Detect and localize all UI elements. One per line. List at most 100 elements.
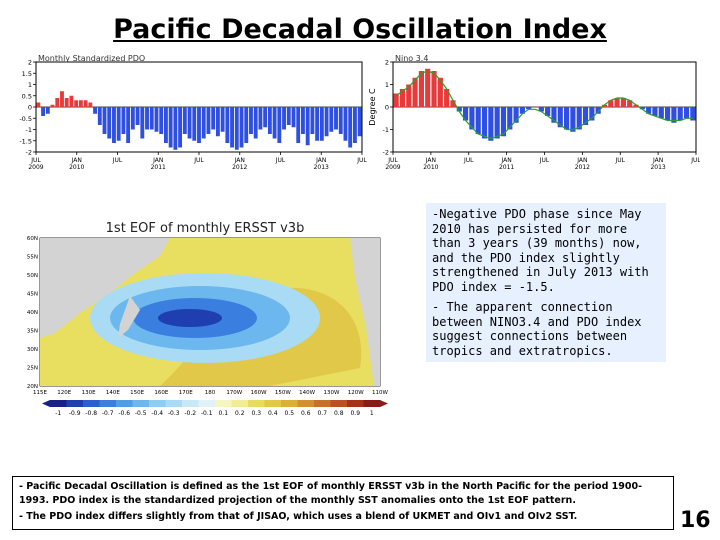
bar bbox=[334, 107, 338, 130]
bar bbox=[519, 107, 525, 114]
y-tick-label: -2 bbox=[383, 149, 389, 157]
y-tick-label: 0 bbox=[385, 104, 389, 112]
bar bbox=[677, 107, 683, 121]
lat-label: 30N bbox=[27, 347, 38, 353]
bar bbox=[192, 107, 197, 141]
y-tick-label: 0.5 bbox=[22, 92, 32, 100]
bar bbox=[456, 107, 462, 112]
bar bbox=[450, 100, 456, 107]
colorbar-cell bbox=[50, 400, 67, 407]
bar bbox=[352, 107, 357, 143]
footnote-box: - Pacific Decadal Oscillation is defined… bbox=[12, 476, 674, 530]
bar bbox=[206, 107, 211, 134]
y-axis-label: Degree C bbox=[368, 88, 377, 126]
cold-core bbox=[158, 309, 222, 327]
bar bbox=[41, 107, 46, 116]
lon-label: 170W bbox=[226, 390, 242, 396]
x-tick-year: 2011 bbox=[499, 164, 514, 171]
bar bbox=[78, 100, 83, 107]
bar bbox=[187, 107, 192, 139]
bar bbox=[601, 104, 608, 107]
bar bbox=[88, 102, 93, 107]
colorbar-label: -0.3 bbox=[168, 410, 180, 417]
bar bbox=[564, 107, 570, 130]
bar bbox=[277, 107, 282, 143]
lat-label: 55N bbox=[27, 255, 38, 261]
bar bbox=[244, 107, 249, 143]
bar bbox=[50, 104, 55, 107]
eof-map: 1st EOF of monthly ERSST v3b 60N 55N 50N 45N… bbox=[27, 221, 389, 417]
bar bbox=[211, 107, 216, 130]
colorbar-label: -0.2 bbox=[184, 410, 196, 417]
colorbar-cell bbox=[314, 400, 331, 407]
y-tick-label: 1 bbox=[385, 81, 389, 89]
bar bbox=[197, 107, 201, 143]
bar bbox=[646, 107, 652, 114]
colorbar-cell bbox=[149, 400, 166, 407]
x-tick-label: JUL bbox=[112, 157, 123, 164]
x-tick-year: 2012 bbox=[232, 164, 247, 171]
colorbar-cell bbox=[83, 400, 100, 407]
bar bbox=[168, 107, 173, 148]
y-tick-label: 2 bbox=[28, 59, 32, 67]
bar bbox=[301, 107, 305, 134]
north-america-landmass bbox=[350, 238, 380, 386]
colorbar-cell bbox=[132, 400, 150, 407]
colorbar-cell bbox=[198, 400, 216, 407]
lon-label: 130E bbox=[82, 390, 96, 396]
bar bbox=[286, 107, 291, 125]
bar bbox=[83, 100, 88, 107]
bar bbox=[239, 107, 244, 148]
x-tick-label: JAN bbox=[652, 157, 663, 164]
bar bbox=[608, 100, 614, 107]
bar bbox=[45, 107, 50, 114]
colorbar-label: -0.4 bbox=[151, 410, 163, 417]
bar bbox=[182, 107, 187, 134]
colorbar-label: 0.6 bbox=[301, 410, 311, 417]
colorbar-cell bbox=[99, 400, 117, 407]
bar bbox=[178, 107, 183, 148]
lon-label: 160W bbox=[251, 390, 267, 396]
lat-label: 60N bbox=[27, 236, 38, 242]
lon-label: 150W bbox=[275, 390, 291, 396]
bar bbox=[272, 107, 277, 139]
bar bbox=[418, 71, 424, 107]
lon-label: 140W bbox=[299, 390, 315, 396]
bar bbox=[102, 107, 107, 134]
bar bbox=[267, 107, 272, 134]
bar bbox=[683, 107, 690, 119]
x-tick-label: JUL bbox=[30, 157, 41, 164]
bar bbox=[163, 107, 168, 143]
bar bbox=[500, 107, 507, 137]
bar bbox=[140, 107, 145, 139]
notes-box: -Negative PDO phase since May 2010 has p… bbox=[426, 203, 666, 362]
x-tick-label: JUL bbox=[356, 157, 367, 164]
colorbar-label: -1 bbox=[55, 410, 61, 417]
footnote-line-2: - The PDO index differs slightly from th… bbox=[19, 511, 578, 522]
bar bbox=[154, 107, 159, 132]
bar bbox=[93, 107, 97, 114]
bar bbox=[557, 107, 563, 128]
bar bbox=[614, 98, 620, 107]
bar bbox=[282, 107, 286, 130]
lon-label: 140E bbox=[106, 390, 120, 396]
x-tick-year: 2009 bbox=[28, 164, 43, 171]
page-number: 16 bbox=[680, 508, 711, 533]
bar bbox=[570, 107, 576, 132]
bar bbox=[469, 107, 475, 130]
x-tick-year: 2010 bbox=[69, 164, 84, 171]
bar bbox=[576, 107, 582, 130]
colorbar-cell bbox=[281, 400, 298, 407]
lat-label: 50N bbox=[27, 273, 38, 279]
bar bbox=[201, 107, 206, 139]
lon-label: 150E bbox=[130, 390, 144, 396]
lon-label: 160E bbox=[154, 390, 168, 396]
bar bbox=[357, 107, 362, 137]
colorbar-label: 1 bbox=[370, 410, 374, 417]
colorbar-cell bbox=[297, 400, 315, 407]
x-tick-label: JAN bbox=[576, 157, 587, 164]
colorbar-cell bbox=[215, 400, 232, 407]
bar bbox=[225, 107, 230, 143]
bar bbox=[412, 77, 418, 107]
colorbar-cell bbox=[248, 400, 265, 407]
